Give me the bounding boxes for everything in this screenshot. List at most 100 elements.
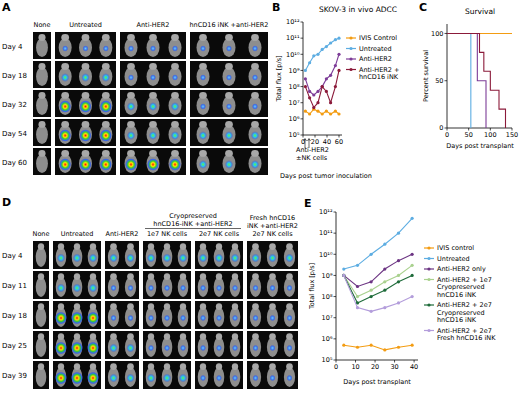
image-cell — [53, 301, 101, 329]
panel-label: D — [2, 196, 11, 209]
x-axis — [303, 135, 342, 136]
y-tick-label: 10¹¹ — [319, 229, 333, 237]
mouse-body — [125, 277, 136, 297]
mouse-head — [149, 150, 157, 157]
y-tick-label: 10¹² — [286, 18, 300, 26]
image-cell — [143, 271, 191, 299]
signal — [171, 131, 179, 140]
y-tick — [301, 135, 304, 136]
signal — [251, 254, 259, 263]
mouse-head — [216, 333, 222, 340]
mouse-body — [249, 96, 262, 115]
column-header: hnCD16 iNK +anti-HER2 — [189, 21, 268, 29]
text-line: Anti-HER2 only — [437, 265, 486, 273]
signal — [270, 345, 276, 351]
data-point — [325, 45, 328, 48]
mouse-body — [125, 247, 136, 267]
series-line — [447, 33, 486, 128]
signal — [232, 375, 238, 381]
mouse-body — [56, 307, 67, 327]
mouse-head — [149, 34, 157, 41]
image-cell — [195, 271, 243, 299]
y-tick-label: 10¹¹ — [286, 34, 300, 42]
mouse-head — [82, 63, 90, 70]
signal — [126, 374, 134, 383]
signal — [287, 375, 293, 381]
signal — [71, 342, 83, 355]
signal — [71, 372, 83, 385]
legend-marker — [427, 329, 430, 332]
mouse-head — [102, 34, 110, 41]
chart: BSKOV-3 in vivo ADCC020406010⁵10⁶10⁷10⁸1… — [272, 1, 399, 180]
mouse-body — [59, 96, 72, 115]
data-point — [308, 112, 311, 115]
mouse-head — [286, 333, 293, 340]
mouse-head — [164, 273, 170, 280]
mouse-head — [148, 363, 154, 370]
mouse-body — [36, 367, 47, 387]
image-cell — [105, 301, 139, 329]
signal — [148, 315, 154, 321]
mouse-head — [251, 63, 259, 70]
legend-label: Untreated — [359, 45, 392, 53]
mouse-body — [249, 154, 262, 173]
text-line: IVIS control — [437, 244, 474, 252]
series-line — [305, 38, 339, 70]
mouse-head — [252, 273, 259, 280]
legend-marker — [349, 57, 352, 60]
data-point — [383, 289, 386, 292]
mouse-head — [164, 333, 170, 340]
image-cell — [190, 61, 268, 88]
image-cell — [247, 271, 298, 299]
series-line — [447, 33, 506, 128]
data-point — [356, 346, 359, 349]
image-cell — [33, 301, 49, 329]
mouse-body — [250, 337, 261, 357]
mouse-head — [164, 363, 170, 370]
y-tick — [301, 102, 304, 103]
mouse-body — [125, 367, 136, 387]
image-cell — [120, 90, 186, 117]
mouse-head — [82, 150, 90, 157]
image-cell — [55, 119, 116, 146]
mouse-body — [147, 38, 160, 57]
data-point — [342, 274, 345, 277]
data-point — [304, 69, 307, 72]
text-line: 2e7 NK cells — [199, 230, 240, 238]
mouse-head — [286, 303, 293, 310]
mouse-head — [82, 34, 90, 41]
signal — [103, 45, 109, 51]
signal — [251, 131, 259, 140]
y-tick — [334, 317, 337, 318]
background — [0, 0, 520, 395]
mouse-body — [249, 125, 262, 144]
y-tick — [334, 275, 337, 276]
mouse-body — [214, 337, 225, 357]
mouse-head — [74, 303, 80, 310]
mouse-body — [146, 337, 157, 357]
mouse-head — [148, 273, 154, 280]
row-label: Day 39 — [2, 372, 27, 380]
mouse-head — [180, 303, 186, 310]
signal — [200, 285, 206, 291]
signal — [148, 345, 154, 351]
text-line: Untreated — [359, 45, 392, 53]
image-cell — [53, 361, 101, 389]
image-cell — [247, 241, 298, 269]
mouse-body — [223, 154, 236, 173]
text-line: Anti-HER2 — [359, 55, 392, 63]
x-tick-label: 0 — [334, 363, 338, 371]
signal — [179, 254, 187, 263]
signal — [164, 285, 170, 291]
signal — [215, 254, 223, 263]
mouse-head — [232, 243, 238, 250]
mouse-head — [58, 303, 64, 310]
mouse-body — [147, 67, 160, 86]
mouse-body — [79, 67, 92, 86]
text-line: Untreated — [61, 230, 94, 238]
signal — [80, 100, 92, 113]
mouse-body — [146, 367, 157, 387]
column-header: Anti-HER2 — [106, 230, 139, 238]
x-tick-label: 20 — [371, 363, 379, 371]
data-point — [325, 77, 328, 80]
